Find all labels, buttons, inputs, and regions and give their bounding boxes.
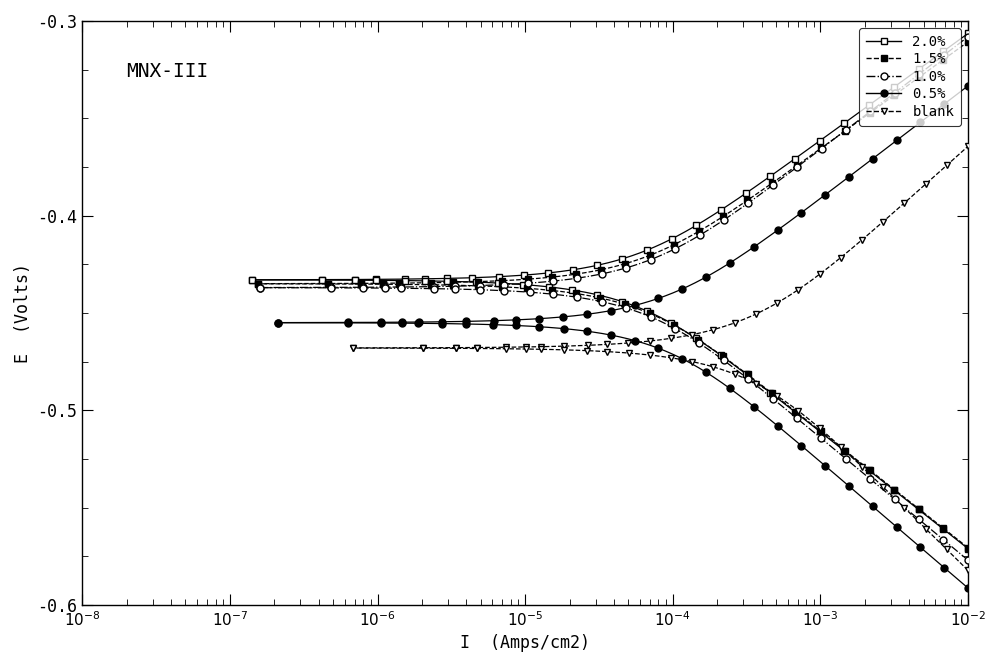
Legend: 2.0%, 1.5%, 1.0%, 0.5%, blank: 2.0%, 1.5%, 1.0%, 0.5%, blank: [859, 28, 961, 126]
Y-axis label: E  (Volts): E (Volts): [14, 263, 32, 363]
X-axis label: I  (Amps/cm2): I (Amps/cm2): [460, 634, 590, 652]
Text: MNX-III: MNX-III: [127, 62, 209, 81]
